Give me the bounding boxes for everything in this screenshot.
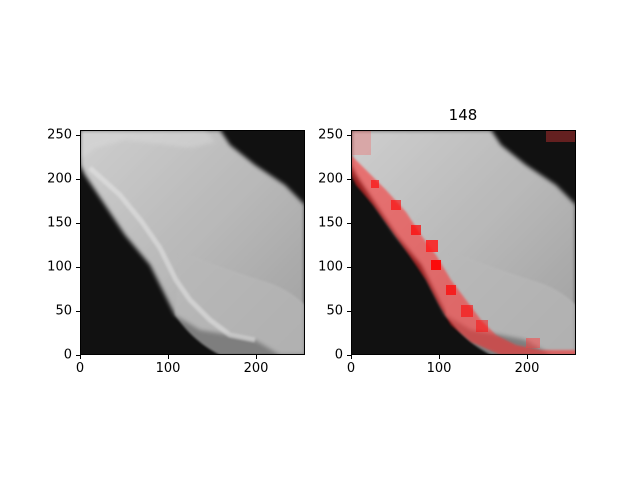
left-x-tick-label-100: 100 [155,361,181,376]
left-x-tick-100 [168,355,169,359]
left-x-tick-label-200: 200 [243,361,269,376]
left-x-tick-0 [80,355,81,359]
right-x-tick-label-0: 0 [346,361,356,376]
left-image-panel [80,130,305,355]
left-y-tick-0 [76,355,80,356]
right-y-tick-0 [347,355,351,356]
left-y-tick-150 [76,223,80,224]
left-y-tick-label-250: 250 [47,127,72,143]
right-y-tick-label-200: 200 [318,171,343,187]
right-cloud-image-with-overlay [351,130,576,355]
right-y-tick-label-100: 100 [318,259,343,275]
left-y-tick-label-150: 150 [47,215,72,231]
right-x-tick-label-200: 200 [514,361,540,376]
right-y-tick-150 [347,223,351,224]
left-x-tick-label-0: 0 [75,361,85,376]
left-x-tick-200 [256,355,257,359]
left-y-tick-label-200: 200 [47,171,72,187]
right-y-tick-250 [347,135,351,136]
right-x-tick-label-100: 100 [426,361,452,376]
left-y-tick-label-0: 0 [63,347,72,363]
left-y-tick-label-50: 50 [55,303,72,319]
left-y-tick-200 [76,179,80,180]
left-y-tick-100 [76,267,80,268]
red-edge-overlay [351,130,576,355]
right-y-tick-50 [347,311,351,312]
right-panel-title: 148 [448,106,478,124]
right-x-tick-0 [351,355,352,359]
right-x-tick-200 [527,355,528,359]
right-x-tick-100 [439,355,440,359]
left-y-tick-50 [76,311,80,312]
left-cloud-image [80,130,305,355]
right-y-tick-200 [347,179,351,180]
right-y-tick-label-0: 0 [334,347,343,363]
right-y-tick-label-250: 250 [318,127,343,143]
left-y-tick-250 [76,135,80,136]
right-y-tick-label-50: 50 [326,303,343,319]
left-y-tick-label-100: 100 [47,259,72,275]
right-y-tick-100 [347,267,351,268]
right-image-panel [351,130,576,355]
right-y-tick-label-150: 150 [318,215,343,231]
